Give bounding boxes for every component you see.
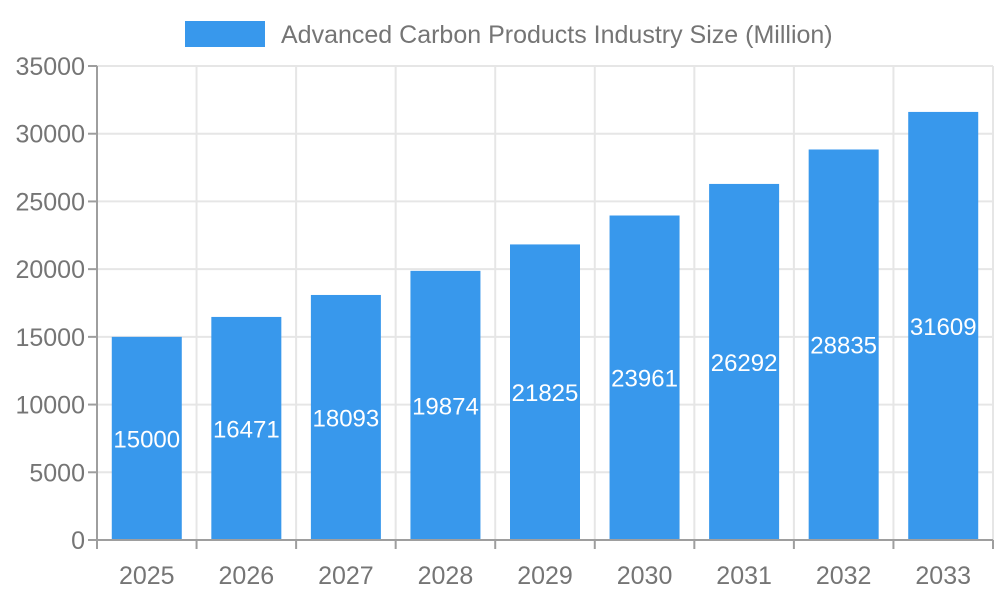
bar-value-label: 19874 [412, 393, 479, 420]
bar [609, 215, 680, 540]
bar-value-label: 31609 [910, 314, 977, 341]
y-tick-label: 15000 [15, 324, 85, 352]
x-tick-label: 2026 [219, 562, 275, 590]
legend: Advanced Carbon Products Industry Size (… [185, 21, 833, 49]
x-tick-label: 2033 [915, 562, 971, 590]
x-tick-label: 2032 [816, 562, 872, 590]
y-tick-label: 25000 [15, 188, 85, 216]
bar [709, 183, 780, 540]
y-tick-label: 20000 [15, 256, 85, 284]
x-tick-label: 2030 [617, 562, 673, 590]
x-tick-label: 2025 [119, 562, 175, 590]
bar [410, 270, 481, 540]
x-tick-label: 2028 [418, 562, 474, 590]
y-tick-label: 0 [71, 527, 85, 555]
bar-value-label: 16471 [213, 416, 280, 443]
bar [211, 316, 282, 540]
bar [908, 111, 979, 540]
y-tick-label: 10000 [15, 392, 85, 420]
bar-value-label: 26292 [711, 350, 778, 377]
legend-label: Advanced Carbon Products Industry Size (… [281, 21, 833, 49]
x-tick-label: 2027 [318, 562, 374, 590]
bar-value-label: 28835 [810, 333, 877, 360]
y-tick-label: 35000 [15, 53, 85, 81]
bar [808, 149, 879, 541]
bar-value-label: 18093 [313, 405, 380, 432]
bar-value-label: 15000 [113, 426, 180, 453]
y-tick-label: 5000 [29, 459, 85, 487]
y-tick-label: 30000 [15, 121, 85, 149]
x-tick-label: 2029 [517, 562, 573, 590]
bar-value-label: 23961 [611, 366, 678, 393]
x-tick-label: 2031 [716, 562, 772, 590]
plot-area: 0 5000 10000 15000 20000 25000 30000 35000 15000… [15, 53, 994, 590]
bar [310, 294, 381, 540]
bar [111, 336, 182, 540]
legend-swatch [185, 21, 265, 47]
bar-value-label: 21825 [512, 380, 579, 407]
bar [510, 244, 580, 541]
